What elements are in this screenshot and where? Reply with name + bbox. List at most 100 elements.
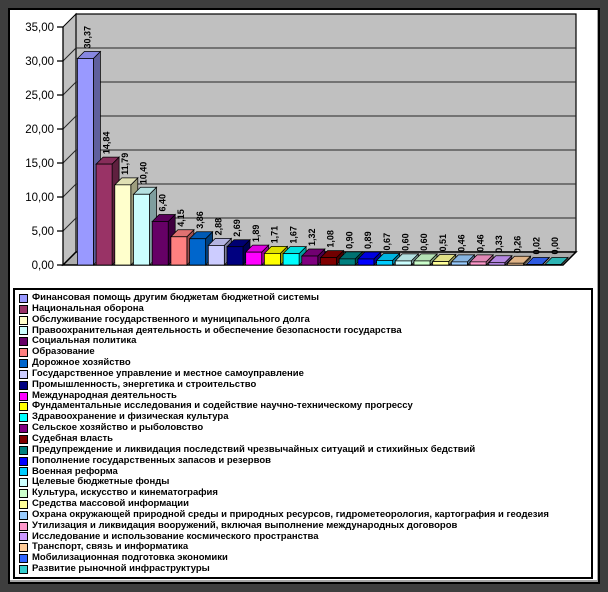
bar-front-face	[245, 251, 263, 266]
y-axis-tick-label: 0,00	[32, 260, 54, 272]
bar	[394, 253, 420, 266]
bar-front-face	[469, 261, 487, 266]
legend-item: Сельское хозяйство и рыболовство	[19, 422, 589, 434]
legend-item-label: Мобилизационная подготовка экономики	[32, 552, 228, 564]
chart-frame: 30,37 14,84 11,79 10,40 6,40 4,15 3,86 2,88 2,69…	[8, 8, 600, 584]
legend-item: Дорожное хозяйство	[19, 357, 589, 369]
bar-front-face	[207, 245, 225, 266]
bar-value-label: 0,60	[419, 233, 429, 251]
legend-item: Здравоохранение и физическая культура	[19, 411, 589, 423]
bar	[506, 255, 532, 266]
legend-item: Культура, искусство и кинематография	[19, 487, 589, 499]
bar-value-label: 14,84	[101, 132, 111, 155]
legend-color-swatch	[19, 304, 28, 314]
legend-color-swatch	[19, 532, 28, 542]
y-axis-tick-label: 15,00	[25, 158, 54, 170]
legend-item: Национальная оборона	[19, 303, 589, 315]
legend-item: Обслуживание государственного и муниципа…	[19, 314, 589, 326]
legend-item-label: Судебная власть	[32, 432, 113, 444]
legend-item-label: Развитие рыночной инфраструктуры	[32, 563, 210, 575]
legend-color-swatch	[19, 315, 28, 325]
bar-front-face	[320, 257, 337, 266]
y-axis-tick-label: 10,00	[25, 192, 54, 204]
bar-value-label: 1,32	[307, 228, 317, 246]
bar-value-label: 0,46	[457, 234, 467, 252]
bar-front-face	[226, 246, 244, 266]
budget-chart-svg: 30,37 14,84 11,79 10,40 6,40 4,15 3,86 2,88 2,69…	[25, 12, 578, 272]
legend-item-label: Финансовая помощь другим бюджетам бюджет…	[32, 292, 319, 303]
legend-item: Судебная власть	[19, 432, 589, 445]
bar-value-label: 2,69	[232, 219, 242, 237]
legend-item-label: Предупреждение и ликвидация последствий …	[32, 443, 476, 455]
legend-color-swatch	[19, 424, 28, 434]
bar-front-face	[432, 261, 450, 266]
bar-front-face	[77, 58, 94, 266]
bar-value-label: 10,40	[139, 162, 149, 185]
legend-color-swatch	[19, 434, 28, 444]
legend-item-label: Правоохранительная деятельность и обеспе…	[32, 324, 402, 336]
gridline-connector	[62, 149, 77, 164]
bar-value-label: 30,37	[83, 26, 93, 49]
legend-item: Международная деятельность	[19, 390, 589, 402]
legend-color-swatch	[19, 445, 28, 455]
gridline-connector	[62, 81, 77, 96]
bar-front-face	[488, 262, 506, 266]
y-axis-tick-label: 5,00	[32, 226, 54, 238]
legend-color-swatch	[19, 402, 28, 412]
legend-color-swatch	[19, 510, 28, 520]
bar	[319, 249, 345, 266]
bar-front-face	[376, 260, 393, 266]
legend-color-swatch	[19, 467, 28, 477]
legend-item-label: Социальная политика	[32, 335, 137, 347]
legend-item: Исследование и использование космическог…	[19, 530, 589, 543]
bar-front-face	[525, 264, 543, 266]
legend-item: Предупреждение и ликвидация последствий …	[19, 443, 589, 456]
bar-value-label: 0,90	[344, 231, 354, 249]
bar	[525, 256, 551, 266]
bar-front-face	[338, 258, 356, 266]
legend-color-swatch	[19, 358, 28, 368]
bar	[375, 252, 401, 266]
bar-front-face	[301, 255, 319, 266]
legend-item: Транспорт, связь и информатика	[19, 542, 589, 553]
gridline-connector	[62, 115, 77, 130]
bar-value-label: 1,67	[288, 226, 298, 244]
bar	[431, 253, 457, 266]
legend-item-label: Культура, искусство и кинематография	[32, 487, 218, 499]
bar-value-label: 0,67	[382, 233, 392, 251]
y-axis-tick-label: 20,00	[25, 124, 54, 136]
legend-item: Развитие рыночной инфраструктуры	[19, 563, 589, 575]
bar-value-label: 11,79	[120, 153, 130, 175]
legend-item-label: Средства массовой информации	[32, 498, 189, 510]
legend-item-label: Сельское хозяйство и рыболовство	[32, 422, 204, 434]
bar-front-face	[282, 253, 300, 266]
legend-item: Фундаментальные исследования и содействи…	[19, 401, 589, 412]
bar-front-face	[189, 238, 206, 266]
legend-color-swatch	[19, 499, 28, 509]
legend-item-label: Исследование и использование космическог…	[32, 530, 319, 542]
legend-item: Охрана окружающей природной среды и прир…	[19, 509, 589, 521]
legend-item: Утилизация и ликвидация вооружений, вклю…	[19, 520, 589, 532]
bar-front-face	[133, 193, 150, 266]
bar-front-face	[394, 260, 412, 266]
bar-value-label: 0,02	[531, 237, 541, 255]
bar-front-face	[151, 221, 169, 266]
legend-color-swatch	[19, 391, 28, 401]
legend-item: Образование	[19, 346, 589, 358]
legend-item-label: Военная реформа	[32, 465, 118, 477]
legend-item: Пополнение государственных запасов и рез…	[19, 455, 589, 467]
legend-color-swatch	[19, 369, 28, 379]
bar	[487, 254, 513, 266]
bar-front-face	[507, 262, 524, 266]
plot-left-wall	[62, 12, 77, 267]
bar-value-label: 1,71	[270, 226, 280, 244]
bar-value-label: 4,15	[176, 209, 186, 227]
bar-value-label: 0,33	[494, 235, 504, 253]
legend-color-swatch	[19, 337, 28, 347]
legend-item: Военная реформа	[19, 465, 589, 478]
bar-value-label: 0,46	[475, 234, 485, 252]
bar	[413, 253, 438, 266]
legend-color-swatch	[19, 456, 28, 466]
y-axis-tick-label: 35,00	[25, 22, 54, 34]
legend-item: Государственное управление и местное сам…	[19, 368, 589, 380]
